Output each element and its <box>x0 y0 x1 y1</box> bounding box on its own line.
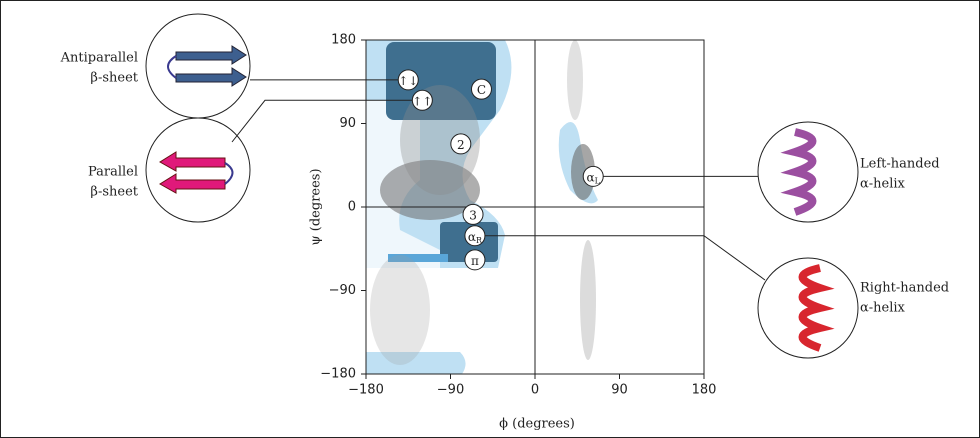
region-label-sub: L <box>595 176 601 185</box>
region-label-text: 2 <box>457 137 465 151</box>
callout-label: β-sheet <box>90 71 138 86</box>
connector <box>231 99 423 143</box>
icon-circle <box>145 117 251 223</box>
x-tick-label: −180 <box>348 383 384 398</box>
icon-circle <box>145 13 251 119</box>
strand <box>159 151 226 172</box>
callout-label: α-helix <box>860 177 906 192</box>
callout-label: α-helix <box>860 301 906 316</box>
region-marker <box>470 78 492 100</box>
x-tick-label: 0 <box>531 383 539 398</box>
callout-label: Parallel <box>88 165 138 180</box>
density <box>400 85 480 195</box>
helix <box>798 264 835 352</box>
strand <box>159 173 226 194</box>
y-tick-label: 0 <box>348 200 356 215</box>
region-marker <box>450 133 472 155</box>
region-label-text: C <box>477 83 486 97</box>
density <box>380 160 480 220</box>
region-label-text: ↑↓ <box>398 73 418 87</box>
region-marker <box>582 165 604 187</box>
region-light <box>366 352 466 374</box>
region-label: 3 <box>469 208 477 222</box>
density <box>580 240 596 360</box>
region-label-text: α <box>587 170 595 184</box>
x-tick-label: −90 <box>437 383 464 398</box>
y-axis-label: ψ (degrees) <box>309 168 324 245</box>
x-tick-label: 90 <box>611 383 628 398</box>
y-tick-label: 180 <box>331 33 356 48</box>
callout-label: Antiparallel <box>60 51 138 66</box>
region-marker <box>464 225 486 247</box>
y-tick-label: −90 <box>329 283 356 298</box>
callout-label: Left-handed <box>860 157 940 172</box>
callout-label: β-sheet <box>90 185 138 200</box>
y-tick-label: 90 <box>339 116 356 131</box>
loop <box>224 162 234 185</box>
callout-label: Right-handed <box>860 281 949 296</box>
connector <box>474 235 766 281</box>
x-axis-label: ϕ (degrees) <box>499 417 575 432</box>
helix <box>780 128 817 216</box>
region-core <box>388 254 448 262</box>
region-label: π <box>471 253 479 267</box>
region-marker <box>462 203 484 225</box>
region-label: ↑↓ <box>398 73 418 87</box>
density <box>567 40 583 120</box>
region-label: αL <box>587 170 601 186</box>
strand <box>175 67 247 87</box>
y-tick-label: −180 <box>320 367 356 382</box>
region-label-text: 3 <box>469 208 477 222</box>
density <box>370 255 430 365</box>
region-label: ↑↑ <box>412 94 432 108</box>
strand <box>175 45 247 65</box>
region-label-text: α <box>468 229 476 243</box>
callout-labels: Antiparallel β-sheet Parallel β-sheet Le… <box>60 51 949 316</box>
region-marker <box>464 249 486 271</box>
loop <box>167 55 177 79</box>
region-marker <box>411 89 433 111</box>
icons <box>145 13 859 359</box>
region-label: αR <box>468 229 483 245</box>
region-label: C <box>477 83 486 97</box>
x-tick-label: 180 <box>692 383 717 398</box>
region-label: 2 <box>457 137 465 151</box>
region-marker <box>397 69 419 91</box>
region-label-text: ↑↑ <box>412 94 432 108</box>
region-label-text: π <box>471 253 479 267</box>
region-label-sub: R <box>476 236 483 245</box>
